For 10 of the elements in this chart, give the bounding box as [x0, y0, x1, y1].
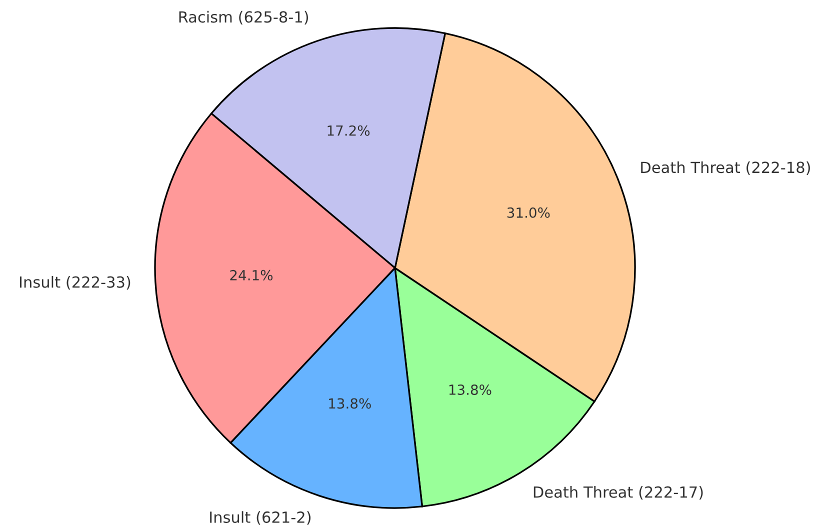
slice-label: Insult (222-33): [20, 276, 130, 290]
data-label: 24.1%: [230, 270, 273, 280]
slice-label: Death Threat (222-18): [641, 161, 810, 175]
slice-label: Death Threat (222-17): [534, 486, 703, 500]
data-label: 17.2%: [328, 125, 370, 136]
data-label: 13.8%: [329, 398, 371, 409]
data-label: 31.0%: [507, 207, 550, 218]
slice-label: Insult (621-2): [210, 511, 311, 525]
data-label: 13.8%: [449, 384, 492, 395]
slice-label: Racism (625-8-1): [179, 10, 308, 25]
